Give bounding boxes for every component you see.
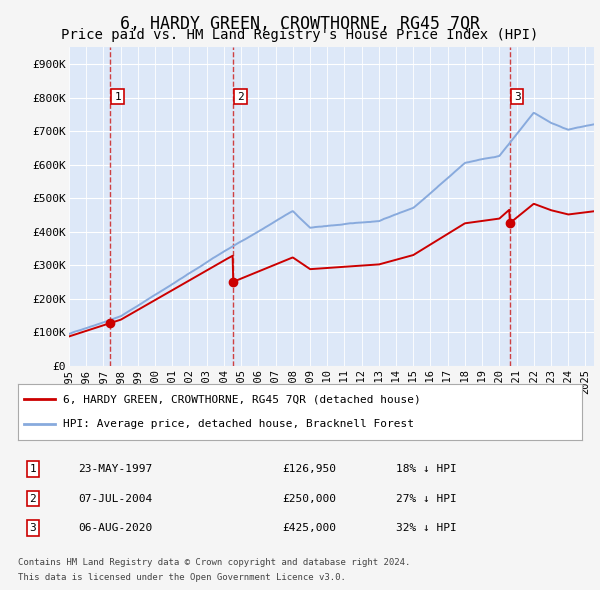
Text: Contains HM Land Registry data © Crown copyright and database right 2024.: Contains HM Land Registry data © Crown c…	[18, 558, 410, 566]
Text: 3: 3	[514, 91, 521, 101]
Text: 2: 2	[237, 91, 244, 101]
Text: £126,950: £126,950	[282, 464, 336, 474]
Text: £250,000: £250,000	[282, 494, 336, 503]
Text: 1: 1	[29, 464, 37, 474]
Text: 23-MAY-1997: 23-MAY-1997	[78, 464, 152, 474]
Text: 3: 3	[29, 523, 37, 533]
Text: 6, HARDY GREEN, CROWTHORNE, RG45 7QR: 6, HARDY GREEN, CROWTHORNE, RG45 7QR	[120, 15, 480, 33]
Text: Price paid vs. HM Land Registry's House Price Index (HPI): Price paid vs. HM Land Registry's House …	[61, 28, 539, 42]
Text: 2: 2	[29, 494, 37, 503]
Text: 07-JUL-2004: 07-JUL-2004	[78, 494, 152, 503]
Text: 32% ↓ HPI: 32% ↓ HPI	[396, 523, 457, 533]
Text: HPI: Average price, detached house, Bracknell Forest: HPI: Average price, detached house, Brac…	[63, 419, 414, 429]
Text: This data is licensed under the Open Government Licence v3.0.: This data is licensed under the Open Gov…	[18, 573, 346, 582]
Text: 6, HARDY GREEN, CROWTHORNE, RG45 7QR (detached house): 6, HARDY GREEN, CROWTHORNE, RG45 7QR (de…	[63, 394, 421, 404]
Text: 27% ↓ HPI: 27% ↓ HPI	[396, 494, 457, 503]
Text: 18% ↓ HPI: 18% ↓ HPI	[396, 464, 457, 474]
Text: 1: 1	[114, 91, 121, 101]
Text: 06-AUG-2020: 06-AUG-2020	[78, 523, 152, 533]
Text: £425,000: £425,000	[282, 523, 336, 533]
